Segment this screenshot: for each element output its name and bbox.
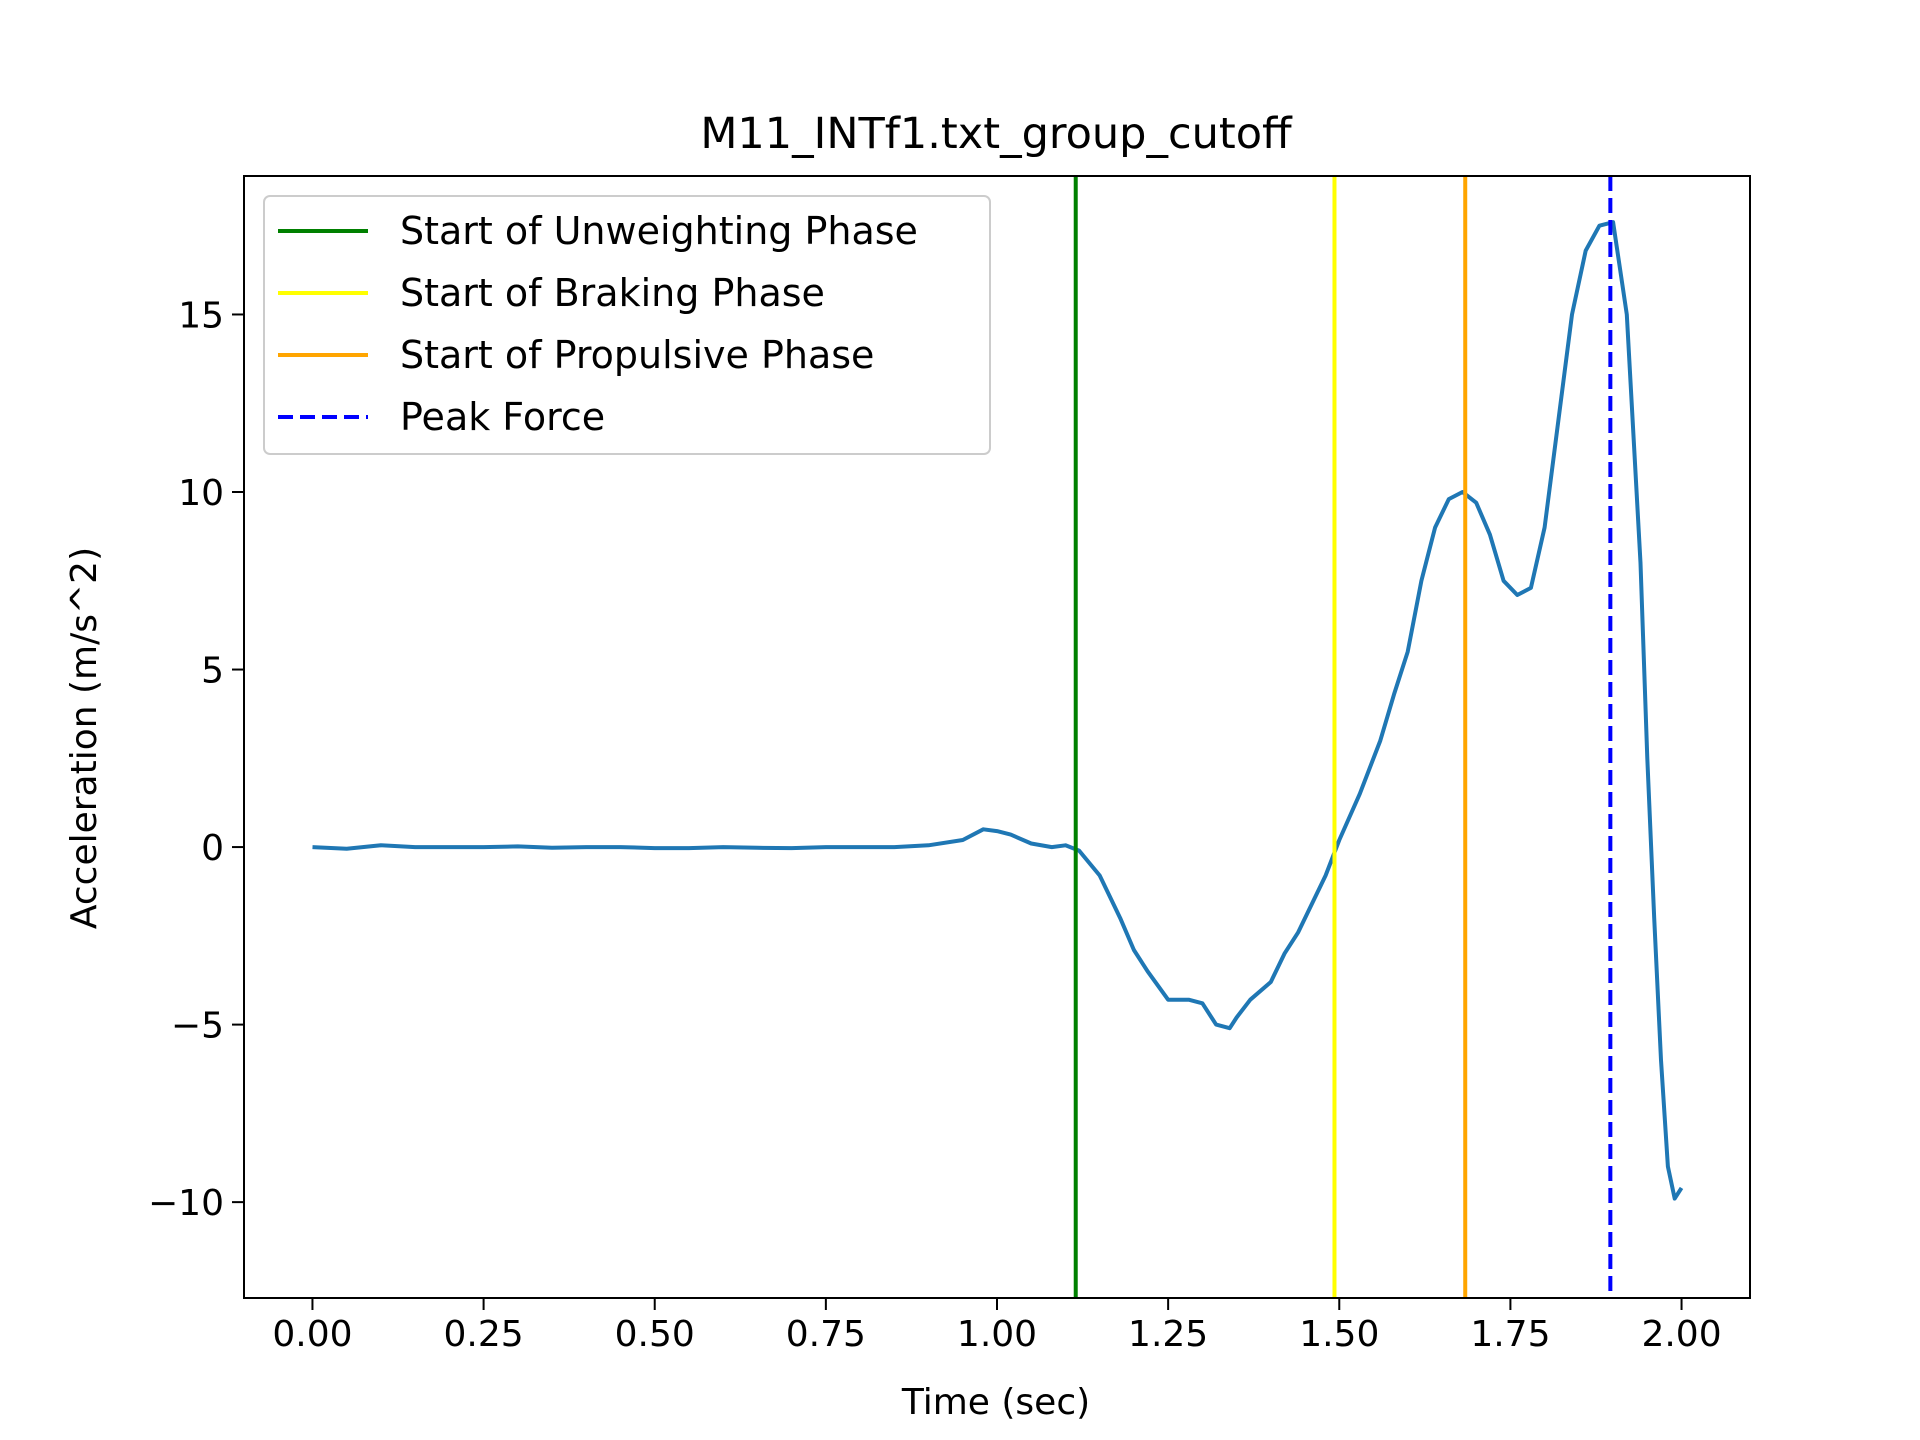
legend-label-2: Start of Propulsive Phase xyxy=(400,333,874,377)
x-tick-label: 2.00 xyxy=(1641,1314,1721,1355)
y-tick-label: −5 xyxy=(171,1006,224,1047)
legend: Start of Unweighting Phase Start of Braki… xyxy=(263,195,991,455)
x-tick-label: 0.50 xyxy=(615,1314,695,1355)
axis-ticks: 0.00 0.25 0.50 0.75 1.00 1.25 1.50 1.75 2.00 −10 −… xyxy=(148,295,1722,1355)
x-tick-label: 1.00 xyxy=(957,1314,1037,1355)
x-tick-label: 1.50 xyxy=(1299,1314,1379,1355)
chart-title: M11_INTf1.txt_group_cutoff xyxy=(700,109,1293,159)
x-tick-label: 0.00 xyxy=(272,1314,352,1355)
x-tick-label: 0.75 xyxy=(786,1314,866,1355)
x-tick-label: 1.25 xyxy=(1128,1314,1208,1355)
x-axis-label: Time (sec) xyxy=(901,1382,1090,1423)
series-line-0 xyxy=(312,220,1684,1201)
plot-area xyxy=(312,176,1684,1298)
legend-label-0: Start of Unweighting Phase xyxy=(400,209,918,253)
y-tick-label: 0 xyxy=(201,828,224,869)
legend-box xyxy=(263,195,991,455)
legend-label-3: Peak Force xyxy=(400,395,605,439)
x-tick-label: 1.75 xyxy=(1470,1314,1550,1355)
y-tick-label: 15 xyxy=(178,295,224,336)
series-group xyxy=(312,176,1684,1298)
y-tick-label: 10 xyxy=(178,473,224,514)
y-tick-label: −10 xyxy=(148,1183,224,1224)
y-axis-label: Acceleration (m/s^2) xyxy=(64,547,105,929)
y-tick-label: 5 xyxy=(201,651,224,692)
x-tick-label: 0.25 xyxy=(444,1314,524,1355)
legend-label-1: Start of Braking Phase xyxy=(400,271,825,315)
